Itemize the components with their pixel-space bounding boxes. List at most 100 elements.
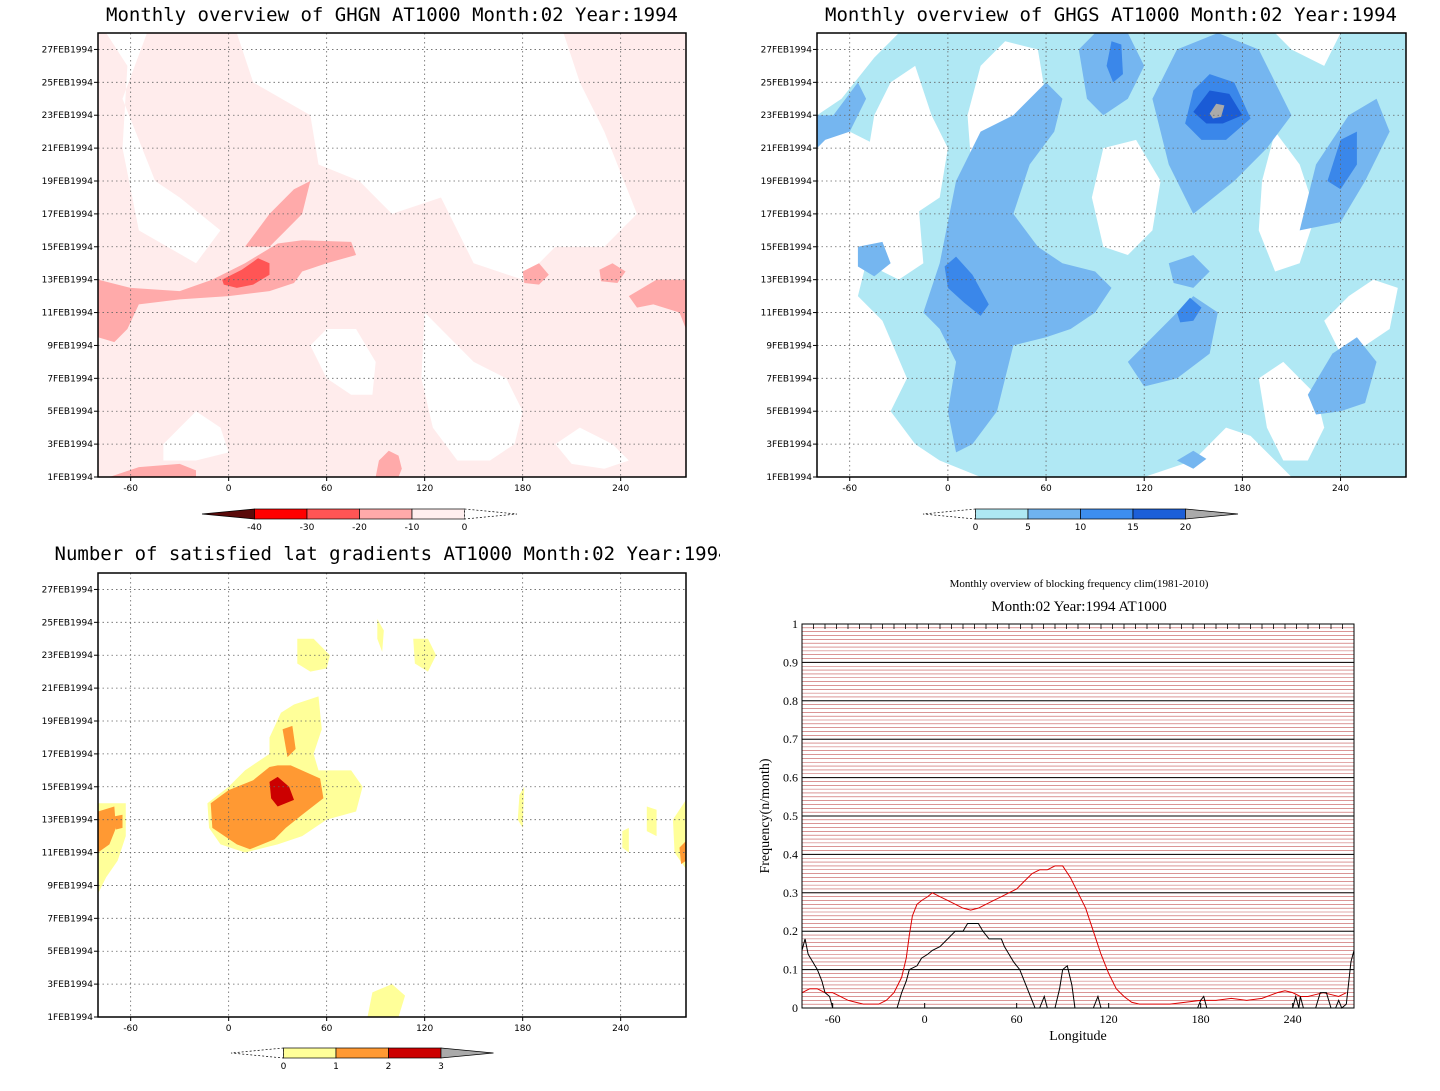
- ghgn-y-tick-label: 17FEB1994: [42, 210, 94, 220]
- ghgn-plot-area: [98, 33, 686, 478]
- latgrad-y-tick-label: 25FEB1994: [42, 618, 94, 628]
- latgrad-contour-region: [269, 776, 294, 807]
- blocking-x-tick-label: 60: [1011, 1012, 1023, 1026]
- blocking-frequency-chart-svg: Monthly overview of blocking frequency c…: [758, 578, 1355, 1044]
- latgrad-colorbar-label: 2: [386, 1062, 392, 1072]
- ghgs-contour-region: [1106, 41, 1123, 83]
- ghgn-contour-region: [599, 263, 626, 283]
- blocking-x-axis-label: Longitude: [1049, 1029, 1107, 1044]
- latgrad-contour-region: [98, 806, 116, 853]
- ghgn-x-tick-label: 0: [226, 484, 232, 494]
- ghgs-contour-region: [1327, 131, 1357, 190]
- blocking-y-tick-label: 0.2: [783, 924, 798, 938]
- ghgs-contour-region: [1258, 131, 1317, 272]
- ghgn-plot-frame: [97, 32, 687, 478]
- latgrad-contour-region: [367, 984, 406, 1017]
- blocking-x-tick-label: 240: [1284, 1012, 1302, 1026]
- ghgn-y-tick-label: 3FEB1994: [47, 440, 93, 450]
- latgrad-plot-frame: [97, 572, 687, 1018]
- ghgn-colorbar-label: 0: [462, 523, 468, 533]
- blocking-x-tick-label: 180: [1192, 1012, 1210, 1026]
- latgrad-x-tick-label: 240: [612, 1024, 629, 1034]
- latgrad-colorbar-swatch: [335, 1047, 389, 1059]
- latgrad-x-tick-label: -60: [123, 1024, 138, 1034]
- blocking-y-tick-label: 0.3: [783, 886, 798, 900]
- blocking-title: Month:02 Year:1994 AT1000: [991, 599, 1166, 615]
- blocking-subtitle: Monthly overview of blocking frequency c…: [950, 578, 1209, 590]
- ghgs-contour-region: [944, 256, 989, 316]
- ghgs-contour-region: [1127, 296, 1218, 387]
- ghgs-plot-area: [817, 33, 1406, 478]
- ghgn-y-tick-label: 5FEB1994: [47, 407, 93, 417]
- ghgn-colorbar-swatch: [359, 508, 413, 520]
- ghgs-y-tick-label: 7FEB1994: [766, 374, 812, 384]
- blocking-y-tick-label: 0.7: [783, 732, 798, 746]
- ghgs-x-tick-label: 120: [1136, 484, 1153, 494]
- latgrad-y-tick-label: 21FEB1994: [42, 684, 94, 694]
- ghgn-x-tick-label: 180: [514, 484, 531, 494]
- latgrad-contour-region: [679, 841, 686, 865]
- blocking-y-tick-label: 0.6: [783, 771, 798, 785]
- ghgs-colorbar-swatch: [1080, 508, 1134, 520]
- ghgn-colorbar-end-left: [201, 508, 255, 520]
- ghgn-colorbar-end-right: [464, 508, 518, 520]
- ghgs-contour-region: [857, 241, 891, 277]
- ghgs-y-tick-label: 15FEB1994: [761, 243, 813, 253]
- blocking-y-tick-label: 0.4: [783, 847, 798, 861]
- blocking-frequency-chart: Monthly overview of blocking frequency c…: [720, 545, 1440, 1091]
- ghgs-contour-region: [817, 82, 867, 149]
- blocking-red-series: [801, 865, 1347, 1005]
- ghgn-y-tick-label: 23FEB1994: [42, 111, 94, 121]
- ghgs-y-tick-label: 21FEB1994: [761, 144, 813, 154]
- latgrad-colorbar-swatch: [283, 1047, 337, 1059]
- ghgs-chart: Monthly overview of GHGS AT1000 Month:02…: [720, 0, 1440, 545]
- latgrad-contour-region: [377, 619, 384, 652]
- latgrad-y-tick-label: 5FEB1994: [47, 947, 93, 957]
- latgrad-x-tick-label: 120: [416, 1024, 433, 1034]
- ghgs-colorbar: 0 5 10 15 20: [922, 508, 1239, 533]
- ghgs-title: Monthly overview of GHGS AT1000 Month:02…: [825, 4, 1397, 26]
- latgrad-contour-region: [646, 806, 657, 837]
- ghgs-colorbar-swatch: [1132, 508, 1186, 520]
- ghgs-x-tick-label: 240: [1332, 484, 1349, 494]
- ghgn-y-tick-label: 19FEB1994: [42, 177, 94, 187]
- latgrad-title: Number of satisfied lat gradients AT1000…: [55, 543, 720, 565]
- ghgn-colorbar-swatch: [254, 508, 308, 520]
- blocking-y-axis-label: Frequency(n/month): [758, 758, 773, 873]
- latgrad-y-tick-label: 23FEB1994: [42, 651, 94, 661]
- lat-gradients-chart: Number of satisfied lat gradients AT1000…: [0, 540, 720, 1091]
- ghgn-colorbar-label: -40: [247, 523, 262, 533]
- ghgn-contour-region: [98, 240, 357, 343]
- ghgn-y-tick-label: 7FEB1994: [47, 374, 93, 384]
- ghgn-contour-region: [222, 258, 270, 288]
- blocking-black-series: [801, 923, 1355, 1009]
- blocking-plot-frame: [801, 623, 1355, 1009]
- latgrad-plot-background: [98, 573, 686, 1017]
- latgrad-y-tick-label: 1FEB1994: [47, 1013, 93, 1023]
- blocking-y-tick-label: 0: [792, 1001, 798, 1015]
- ghgn-chart: Monthly overview of GHGN AT1000 Month:02…: [0, 0, 720, 545]
- ghgn-x-tick-label: -60: [123, 484, 138, 494]
- latgrad-contour-region: [282, 725, 296, 758]
- latgrad-x-tick-label: 180: [514, 1024, 531, 1034]
- latgrad-y-tick-label: 7FEB1994: [47, 914, 93, 924]
- blocking-y-tick-label: 0.8: [783, 694, 798, 708]
- ghgs-x-tick-label: 180: [1234, 484, 1251, 494]
- latgrad-contour-region: [517, 786, 525, 828]
- blocking-y-tick-label: 0.5: [783, 809, 798, 823]
- ghgs-y-tick-label: 9FEB1994: [766, 341, 812, 351]
- ghgn-colorbar-label: -20: [352, 523, 367, 533]
- ghgn-colorbar-label: -30: [300, 523, 315, 533]
- latgrad-colorbar-swatch: [388, 1047, 442, 1059]
- latgrad-y-tick-label: 9FEB1994: [47, 881, 93, 891]
- latgrad-contour-region: [622, 827, 629, 853]
- ghgn-contour-region: [106, 33, 221, 264]
- ghgs-contour-region: [1168, 255, 1210, 288]
- ghgs-y-tick-label: 19FEB1994: [761, 177, 813, 187]
- ghgn-x-tick-label: 240: [612, 484, 629, 494]
- ghgs-y-tick-label: 1FEB1994: [766, 473, 812, 483]
- ghgs-colorbar-swatch: [1027, 508, 1081, 520]
- latgrad-contour-region: [210, 765, 324, 850]
- ghgn-x-tick-label: 120: [416, 484, 433, 494]
- ghgs-contour-region: [923, 82, 1112, 453]
